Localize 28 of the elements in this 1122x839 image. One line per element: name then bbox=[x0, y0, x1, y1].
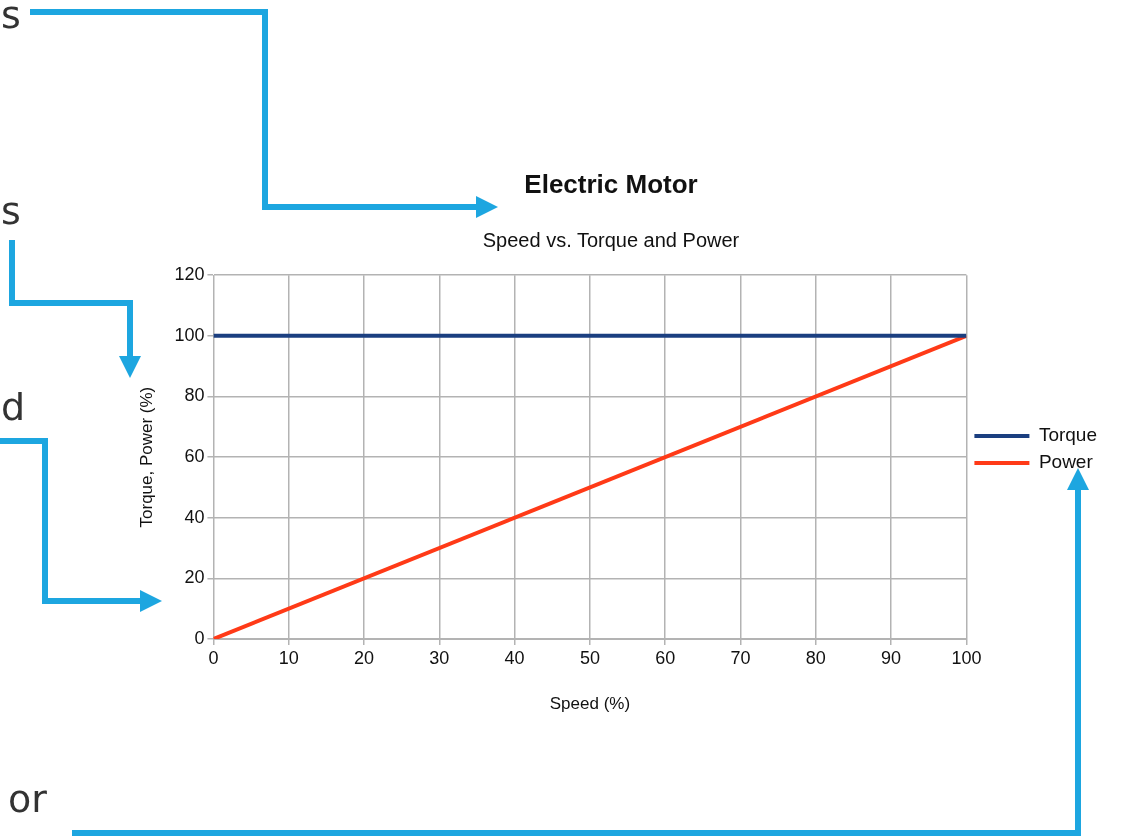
text: s bbox=[1, 189, 21, 233]
y-tick-label: 100 bbox=[174, 324, 205, 345]
x-tick-label: 20 bbox=[354, 647, 375, 668]
x-tick-label: 10 bbox=[278, 647, 299, 668]
legend-label: Power bbox=[1038, 451, 1094, 473]
chart-title: Electric Motor bbox=[524, 168, 698, 199]
x-tick-label: 80 bbox=[805, 647, 826, 668]
x-tick-label: 0 bbox=[208, 647, 219, 668]
y-tick-label: 80 bbox=[184, 385, 205, 406]
y-tick-label: 0 bbox=[194, 627, 205, 648]
x-tick-label: 70 bbox=[730, 647, 751, 668]
y-tick-label: 60 bbox=[184, 446, 205, 467]
x-tick-label: 90 bbox=[881, 647, 902, 668]
x-tick-label: 100 bbox=[951, 647, 982, 668]
x-tick-label: 30 bbox=[429, 647, 450, 668]
legend-label: Torque bbox=[1038, 424, 1098, 446]
text: d bbox=[1, 385, 26, 429]
x-axis-title: Speed (%) bbox=[549, 694, 631, 714]
x-tick-label: 40 bbox=[504, 647, 525, 668]
chart-subtitle: Speed vs. Torque and Power bbox=[482, 228, 740, 251]
x-tick-label: 60 bbox=[655, 647, 676, 668]
x-tick-label: 50 bbox=[579, 647, 600, 668]
y-axis-title: Torque, Power (%) bbox=[136, 386, 156, 528]
y-tick-label: 120 bbox=[174, 264, 205, 285]
y-tick-label: 20 bbox=[184, 567, 205, 588]
y-tick-label: 40 bbox=[184, 506, 205, 527]
text: or bbox=[8, 777, 47, 821]
text: s bbox=[1, 0, 21, 37]
